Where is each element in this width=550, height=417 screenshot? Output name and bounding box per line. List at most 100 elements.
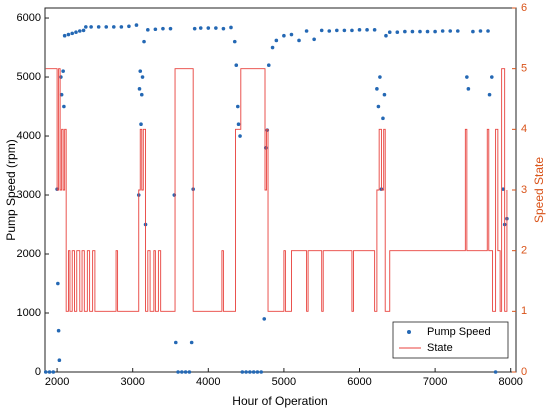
point	[378, 75, 382, 79]
point	[236, 122, 241, 127]
point	[304, 29, 309, 33]
point	[77, 29, 82, 33]
point	[59, 92, 64, 97]
point	[270, 45, 275, 50]
point	[465, 75, 469, 79]
point	[221, 26, 226, 31]
state-line	[45, 68, 508, 312]
y-tick-label: 1000	[17, 307, 41, 319]
plot-frame	[44, 7, 517, 373]
point	[51, 370, 56, 374]
point	[418, 29, 422, 34]
point	[375, 87, 379, 91]
point	[70, 31, 75, 36]
point	[56, 281, 60, 286]
point	[263, 146, 268, 150]
point	[137, 87, 142, 91]
y-axis-label: Pump Speed (rpm)	[4, 139, 18, 240]
point	[142, 39, 146, 44]
point	[187, 370, 192, 374]
point	[176, 370, 180, 374]
point	[372, 28, 377, 32]
point	[357, 28, 362, 32]
point	[384, 33, 388, 38]
point	[43, 370, 48, 374]
point	[248, 370, 252, 374]
point	[466, 87, 471, 91]
legend-box	[392, 321, 509, 359]
point	[471, 29, 475, 34]
point	[262, 317, 267, 321]
point	[486, 29, 490, 33]
x-tick-label: 7000	[423, 376, 447, 388]
x-axis-label: Hour of Operation	[232, 394, 327, 408]
point	[119, 25, 124, 29]
y-tick-label: 6000	[17, 12, 41, 24]
point	[395, 30, 400, 34]
point	[455, 29, 460, 33]
point	[255, 370, 260, 374]
point	[192, 26, 197, 31]
point	[206, 26, 211, 30]
point	[81, 28, 86, 33]
y-tick-label: 5000	[17, 71, 41, 83]
point	[387, 30, 392, 34]
point	[104, 25, 109, 29]
point	[238, 134, 242, 138]
y-tick-label: 3000	[17, 189, 41, 201]
y2-tick-label: 4	[521, 123, 527, 135]
point	[312, 37, 316, 42]
point	[319, 28, 324, 33]
point	[84, 25, 88, 29]
point	[89, 25, 93, 29]
point	[61, 69, 65, 73]
point	[127, 24, 131, 29]
point	[493, 370, 498, 374]
y2-tick-label: 5	[521, 63, 527, 75]
legend-label: State	[427, 342, 453, 354]
point	[235, 104, 240, 109]
point	[265, 128, 270, 132]
point	[382, 92, 387, 97]
point	[234, 63, 239, 68]
point	[289, 32, 294, 37]
point	[214, 26, 218, 30]
point	[501, 187, 505, 191]
point	[274, 38, 279, 43]
point	[189, 340, 194, 345]
point	[478, 29, 483, 33]
y2-tick-label: 2	[521, 245, 527, 257]
point	[146, 28, 150, 32]
point	[139, 92, 144, 97]
x-tick-label: 6000	[347, 376, 371, 388]
point	[172, 193, 177, 197]
point	[59, 75, 63, 79]
point	[251, 370, 256, 374]
point	[74, 30, 78, 34]
y2-tick-label: 3	[521, 184, 527, 196]
point	[335, 28, 339, 33]
y-tick-label: 4000	[17, 130, 41, 142]
point	[297, 38, 301, 43]
point	[198, 26, 203, 30]
point	[168, 26, 173, 31]
x-tick-label: 4000	[196, 376, 220, 388]
point	[173, 340, 178, 345]
point	[56, 328, 61, 333]
point	[490, 75, 494, 79]
point	[433, 29, 437, 34]
point	[487, 92, 492, 97]
legend-marker	[407, 330, 411, 334]
point	[111, 25, 116, 29]
point	[403, 29, 407, 34]
point	[161, 26, 165, 31]
point	[440, 29, 445, 33]
point	[138, 69, 143, 73]
point	[376, 104, 381, 109]
y2-tick-label: 0	[521, 366, 527, 378]
point	[350, 28, 354, 33]
point	[62, 104, 66, 109]
point	[232, 39, 237, 44]
